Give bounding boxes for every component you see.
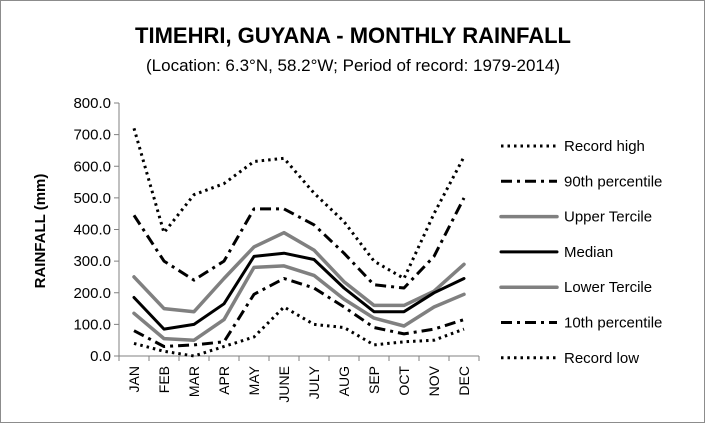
y-tick-label: 700.0 [73, 127, 111, 144]
x-tick-label: JAN [126, 366, 142, 392]
x-tick-label: APR [216, 366, 232, 395]
x-tick-label: SEP [366, 366, 382, 394]
legend: Record high 90th percentile Upper Tercile M… [499, 138, 662, 367]
x-tick-label: JULY [306, 365, 322, 399]
x-tick-label: MAR [186, 366, 202, 397]
series-line-lower-tercile [132, 264, 466, 342]
series-line-10th-percentile [133, 277, 465, 348]
x-tick-label: DEC [456, 366, 472, 396]
y-axis-label: RAINFALL (mm) [32, 174, 49, 289]
legend-label-lower-tercile: Lower Tercile [564, 279, 652, 296]
series-line-record-low [133, 305, 465, 358]
x-tick-label: OCT [396, 366, 412, 396]
x-tick-label: JUNE [276, 366, 292, 403]
legend-label-10th-percentile: 10th percentile [564, 315, 662, 332]
x-tick-label: NOV [426, 365, 442, 396]
x-tick-label: AUG [336, 366, 352, 396]
y-tick-label: 400.0 [73, 222, 111, 239]
x-tick-label: MAY [246, 365, 262, 395]
legend-label-median: Median [564, 244, 613, 261]
y-tick-label: 800.0 [73, 95, 111, 112]
x-tick-label: FEB [156, 366, 172, 393]
y-tick-label: 0.0 [90, 348, 111, 365]
y-tick-label: 200.0 [73, 285, 111, 302]
plot-area: 0.0 100.0 200.0 300.0 400.0 500.0 600.0 700.0 80… [73, 95, 480, 403]
series-line-90th-percentile [132, 197, 466, 290]
y-tick-label: 500.0 [73, 190, 111, 207]
chart-subtitle: (Location: 6.3°N, 58.2°W; Period of reco… [146, 56, 560, 75]
y-tick-label: 100.0 [73, 316, 111, 333]
legend-label-record-low: Record low [564, 350, 639, 367]
y-tick-label: 300.0 [73, 253, 111, 270]
legend-label-record-high: Record high [564, 138, 645, 155]
legend-label-90th-percentile: 90th percentile [564, 173, 662, 190]
chart-title: TIMEHRI, GUYANA - MONTHLY RAINFALL [135, 23, 571, 48]
y-tick-label: 600.0 [73, 158, 111, 175]
series-line-upper-tercile [132, 230, 466, 314]
series-line-median [132, 251, 466, 331]
legend-label-upper-tercile: Upper Tercile [564, 209, 652, 226]
